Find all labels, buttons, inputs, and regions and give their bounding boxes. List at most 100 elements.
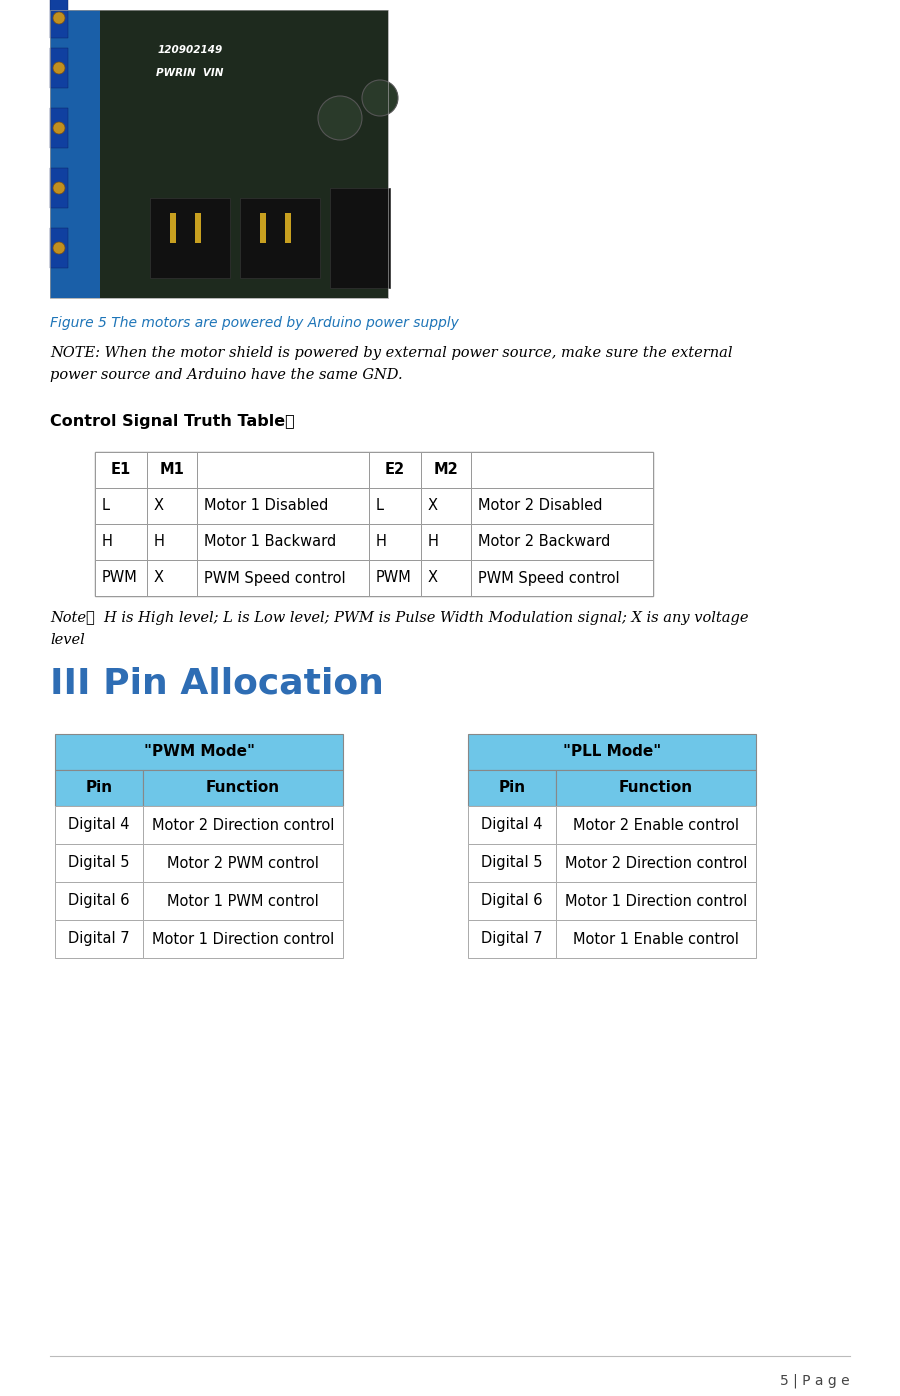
Text: Function: Function <box>619 780 693 796</box>
Text: Digital 6: Digital 6 <box>482 893 543 909</box>
Text: H: H <box>154 535 165 550</box>
Bar <box>260 214 266 243</box>
Bar <box>50 168 68 208</box>
Text: M2: M2 <box>434 462 458 477</box>
Bar <box>50 107 68 148</box>
Bar <box>147 489 197 524</box>
Bar <box>95 452 653 596</box>
Text: 120902149: 120902149 <box>158 45 222 54</box>
Bar <box>147 560 197 596</box>
Text: PWM: PWM <box>376 571 412 585</box>
Bar <box>95 524 147 560</box>
Text: E2: E2 <box>385 462 405 477</box>
Text: Motor 2 Direction control: Motor 2 Direction control <box>152 818 334 832</box>
Circle shape <box>318 96 362 140</box>
Bar <box>55 882 143 920</box>
Circle shape <box>53 121 65 134</box>
Bar <box>50 47 68 88</box>
Bar <box>55 734 343 771</box>
Bar <box>170 214 176 243</box>
Text: M1: M1 <box>159 462 184 477</box>
Bar <box>195 214 201 243</box>
Bar <box>197 560 369 596</box>
Text: Pin: Pin <box>86 780 112 796</box>
Text: Motor 1 Backward: Motor 1 Backward <box>204 535 337 550</box>
Text: Digital 4: Digital 4 <box>482 818 543 832</box>
Text: "PWM Mode": "PWM Mode" <box>143 744 255 759</box>
Text: X: X <box>154 571 164 585</box>
Bar <box>95 489 147 524</box>
Text: Motor 2 Direction control: Motor 2 Direction control <box>565 856 747 871</box>
Text: L: L <box>102 498 110 514</box>
Bar <box>55 920 143 958</box>
Text: III Pin Allocation: III Pin Allocation <box>50 666 384 699</box>
Bar <box>556 771 756 805</box>
Bar <box>143 805 343 845</box>
Bar <box>369 524 421 560</box>
Text: Digital 5: Digital 5 <box>68 856 130 871</box>
Text: Motor 2 Enable control: Motor 2 Enable control <box>573 818 739 832</box>
Bar <box>421 524 471 560</box>
Text: Control Signal Truth Table：: Control Signal Truth Table： <box>50 415 295 429</box>
Text: Motor 2 Backward: Motor 2 Backward <box>478 535 610 550</box>
Text: Digital 4: Digital 4 <box>68 818 130 832</box>
Bar <box>471 560 653 596</box>
Circle shape <box>53 13 65 24</box>
Bar <box>55 845 143 882</box>
Bar <box>240 198 320 278</box>
Text: Motor 1 Enable control: Motor 1 Enable control <box>573 931 739 946</box>
Text: Motor 1 Direction control: Motor 1 Direction control <box>152 931 334 946</box>
Circle shape <box>53 181 65 194</box>
Text: NOTE: When the motor shield is powered by external power source, make sure the e: NOTE: When the motor shield is powered b… <box>50 346 733 360</box>
Text: power source and Arduino have the same GND.: power source and Arduino have the same G… <box>50 369 402 383</box>
Bar <box>50 0 68 38</box>
Bar <box>369 489 421 524</box>
Text: H: H <box>102 535 112 550</box>
Text: L: L <box>376 498 384 514</box>
Bar <box>369 560 421 596</box>
Bar <box>95 560 147 596</box>
Circle shape <box>362 80 398 116</box>
Bar <box>197 489 369 524</box>
Text: X: X <box>428 571 438 585</box>
Bar <box>468 920 556 958</box>
Text: "PLL Mode": "PLL Mode" <box>562 744 662 759</box>
Text: PWM Speed control: PWM Speed control <box>478 571 619 585</box>
Text: X: X <box>154 498 164 514</box>
Bar <box>147 524 197 560</box>
Text: Digital 5: Digital 5 <box>482 856 543 871</box>
Bar <box>468 805 556 845</box>
Text: Figure 5 The motors are powered by Arduino power supply: Figure 5 The motors are powered by Ardui… <box>50 315 459 329</box>
Text: Digital 6: Digital 6 <box>68 893 130 909</box>
Bar <box>143 845 343 882</box>
Bar <box>471 452 653 489</box>
Bar <box>556 805 756 845</box>
Bar <box>143 882 343 920</box>
Circle shape <box>53 61 65 74</box>
Bar <box>556 920 756 958</box>
Bar <box>468 845 556 882</box>
Bar <box>50 10 388 297</box>
Bar <box>468 734 756 771</box>
Bar <box>50 10 100 297</box>
Text: H: H <box>428 535 439 550</box>
Bar <box>285 214 291 243</box>
Text: PWM: PWM <box>102 571 138 585</box>
Text: Note：  H is High level; L is Low level; PWM is Pulse Width Modulation signal; X : Note： H is High level; L is Low level; P… <box>50 611 749 625</box>
Bar <box>50 10 388 297</box>
Bar <box>55 771 143 805</box>
Text: Motor 2 PWM control: Motor 2 PWM control <box>167 856 319 871</box>
Text: level: level <box>50 632 85 646</box>
Text: E1: E1 <box>111 462 131 477</box>
Bar <box>150 198 230 278</box>
Text: Function: Function <box>206 780 280 796</box>
Bar <box>556 882 756 920</box>
Text: H: H <box>376 535 387 550</box>
Bar <box>143 771 343 805</box>
Bar <box>369 452 421 489</box>
Bar <box>556 845 756 882</box>
Text: PWRIN  VIN: PWRIN VIN <box>157 68 224 78</box>
Text: X: X <box>428 498 438 514</box>
Text: Pin: Pin <box>499 780 526 796</box>
Text: Motor 1 Direction control: Motor 1 Direction control <box>565 893 747 909</box>
